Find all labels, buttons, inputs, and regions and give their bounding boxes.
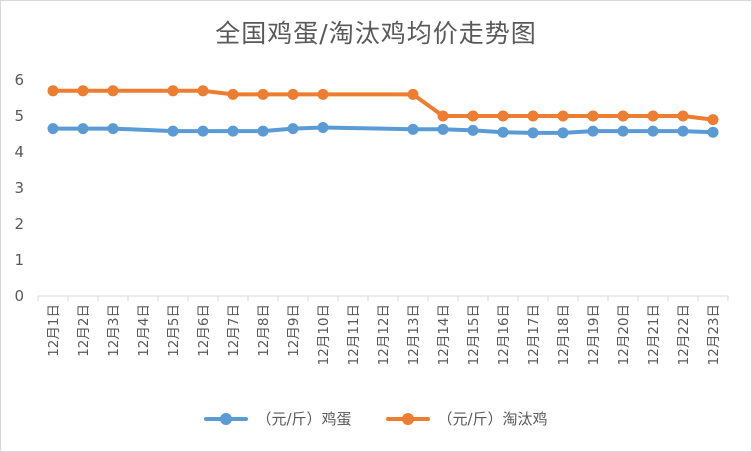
x-tick-label: 12月22日 [676, 304, 692, 365]
legend-label-culled-hens: （元/斤）淘汰鸡 [437, 410, 548, 428]
x-tick-label: 12月20日 [616, 304, 632, 365]
data-point-series-0[interactable] [257, 125, 269, 137]
series-line-0 [51, 125, 715, 135]
y-axis-ticks: 0 1 2 3 4 5 6 [14, 71, 24, 305]
data-point-series-0[interactable] [587, 125, 599, 137]
data-point-series-1[interactable] [587, 110, 599, 122]
data-point-series-1[interactable] [527, 110, 539, 122]
y-tick-label: 0 [14, 287, 24, 305]
legend-label-eggs: （元/斤）鸡蛋 [256, 410, 352, 428]
data-point-series-0[interactable] [467, 124, 479, 136]
chart-title: 全国鸡蛋/淘汰鸡均价走势图 [215, 19, 537, 48]
x-tick-label: 12月2日 [76, 304, 92, 357]
data-point-series-0[interactable] [197, 125, 209, 137]
x-tick-label: 12月7日 [226, 304, 242, 357]
data-point-series-1[interactable] [497, 110, 509, 122]
x-tick-label: 12月15日 [466, 304, 482, 365]
data-point-series-0[interactable] [47, 123, 59, 135]
data-point-series-0[interactable] [77, 123, 89, 135]
data-point-series-0[interactable] [287, 123, 299, 135]
x-tick-label: 12月17日 [526, 304, 542, 365]
series-line-1 [51, 88, 715, 122]
series-points [47, 85, 719, 139]
y-tick-label: 2 [14, 215, 24, 233]
data-point-series-0[interactable] [617, 125, 629, 137]
axes [37, 295, 729, 301]
data-point-series-1[interactable] [77, 85, 89, 97]
data-point-series-1[interactable] [107, 85, 119, 97]
y-tick-label: 3 [14, 179, 24, 197]
x-tick-label: 12月14日 [436, 304, 452, 365]
x-tick-label: 12月5日 [166, 304, 182, 357]
x-tick-label: 12月10日 [316, 304, 332, 365]
data-point-series-0[interactable] [707, 126, 719, 138]
x-tick-label: 12月3日 [106, 304, 122, 357]
data-point-series-0[interactable] [557, 127, 569, 139]
x-tick-label: 12月23日 [706, 304, 722, 365]
data-point-series-0[interactable] [437, 123, 449, 135]
data-point-series-1[interactable] [557, 110, 569, 122]
legend-item-culled-hens[interactable]: （元/斤）淘汰鸡 [385, 408, 548, 429]
data-point-series-1[interactable] [707, 114, 719, 126]
data-point-series-1[interactable] [647, 110, 659, 122]
data-point-series-0[interactable] [497, 126, 509, 138]
data-point-series-1[interactable] [617, 110, 629, 122]
x-tick-label: 12月6日 [196, 304, 212, 357]
x-tick-label: 12月18日 [556, 304, 572, 365]
x-tick-label: 12月12日 [376, 304, 392, 365]
data-point-series-0[interactable] [227, 125, 239, 137]
x-tick-label: 12月19日 [586, 304, 602, 365]
x-tick-label: 12月13日 [406, 304, 422, 365]
series-lines [51, 88, 715, 135]
data-point-series-1[interactable] [167, 85, 179, 97]
x-tick-label: 12月21日 [646, 304, 662, 365]
x-tick-label: 12月8日 [256, 304, 272, 357]
data-point-series-1[interactable] [227, 88, 239, 100]
x-tick-label: 12月4日 [136, 304, 152, 357]
legend-item-eggs[interactable]: （元/斤）鸡蛋 [204, 408, 352, 429]
legend-swatch-eggs [204, 412, 249, 426]
data-point-series-1[interactable] [407, 88, 419, 100]
data-point-series-0[interactable] [317, 122, 329, 134]
data-point-series-1[interactable] [257, 88, 269, 100]
x-tick-label: 12月9日 [286, 304, 302, 357]
x-axis-ticks: 12月1日 12月2日 12月3日 12月4日 12月5日 12月6日 12月7日 12月8日… [46, 304, 722, 365]
data-point-series-1[interactable] [677, 110, 689, 122]
data-point-series-0[interactable] [107, 123, 119, 135]
data-point-series-0[interactable] [527, 127, 539, 139]
data-point-series-1[interactable] [287, 88, 299, 100]
data-point-series-0[interactable] [647, 125, 659, 137]
data-point-series-1[interactable] [467, 110, 479, 122]
data-point-series-1[interactable] [47, 85, 59, 97]
x-tick-label: 12月1日 [46, 304, 62, 357]
legend-swatch-culled-hens [385, 412, 430, 426]
data-point-series-1[interactable] [317, 88, 329, 100]
data-point-series-1[interactable] [197, 85, 209, 97]
data-point-series-0[interactable] [407, 123, 419, 135]
data-point-series-0[interactable] [167, 125, 179, 137]
data-point-series-1[interactable] [437, 110, 449, 122]
y-tick-label: 1 [14, 251, 24, 269]
y-tick-label: 5 [14, 107, 24, 125]
y-tick-label: 4 [14, 143, 24, 161]
legend: （元/斤）鸡蛋 （元/斤）淘汰鸡 [0, 408, 752, 429]
x-tick-label: 12月16日 [496, 304, 512, 365]
x-tick-label: 12月11日 [346, 304, 362, 365]
data-point-series-0[interactable] [677, 125, 689, 137]
y-tick-label: 6 [14, 71, 24, 89]
